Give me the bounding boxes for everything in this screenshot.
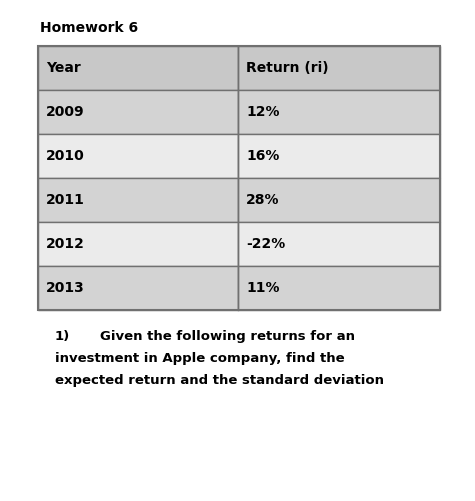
Bar xyxy=(238,178,440,222)
Bar xyxy=(38,266,238,310)
Text: -22%: -22% xyxy=(246,237,285,251)
Bar xyxy=(38,178,238,222)
Bar xyxy=(238,46,440,90)
Text: 2011: 2011 xyxy=(46,193,85,207)
Text: 1): 1) xyxy=(55,330,70,343)
Text: Given the following returns for an: Given the following returns for an xyxy=(100,330,355,343)
Text: investment in Apple company, find the: investment in Apple company, find the xyxy=(55,352,345,365)
Bar xyxy=(38,90,238,134)
Text: 16%: 16% xyxy=(246,149,279,163)
Text: Year: Year xyxy=(46,61,81,75)
Text: 11%: 11% xyxy=(246,281,279,295)
Text: Return (ri): Return (ri) xyxy=(246,61,329,75)
Bar xyxy=(38,46,238,90)
Text: expected return and the standard deviation: expected return and the standard deviati… xyxy=(55,374,384,387)
Text: 2010: 2010 xyxy=(46,149,85,163)
Text: 2009: 2009 xyxy=(46,105,85,119)
Bar xyxy=(38,134,238,178)
Bar xyxy=(238,134,440,178)
Text: 12%: 12% xyxy=(246,105,279,119)
Text: 28%: 28% xyxy=(246,193,279,207)
Text: 2012: 2012 xyxy=(46,237,85,251)
Bar xyxy=(38,46,440,310)
Text: 2013: 2013 xyxy=(46,281,85,295)
Bar xyxy=(38,222,238,266)
Bar xyxy=(238,90,440,134)
Bar xyxy=(238,222,440,266)
Text: Homework 6: Homework 6 xyxy=(40,21,138,35)
Bar xyxy=(238,266,440,310)
